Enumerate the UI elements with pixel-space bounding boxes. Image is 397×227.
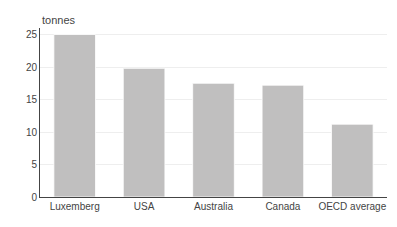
svg-text:5: 5 — [31, 159, 37, 170]
svg-text:Luxemberg: Luxemberg — [50, 201, 100, 212]
svg-text:tonnes: tonnes — [42, 14, 76, 26]
svg-text:25: 25 — [26, 29, 38, 40]
svg-text:0: 0 — [31, 192, 37, 203]
svg-text:USA: USA — [134, 201, 155, 212]
svg-text:Australia: Australia — [194, 201, 233, 212]
svg-text:20: 20 — [26, 62, 38, 73]
svg-text:Canada: Canada — [265, 201, 300, 212]
svg-text:10: 10 — [26, 127, 38, 138]
svg-text:OECD average: OECD average — [318, 201, 386, 212]
svg-text:15: 15 — [26, 94, 38, 105]
